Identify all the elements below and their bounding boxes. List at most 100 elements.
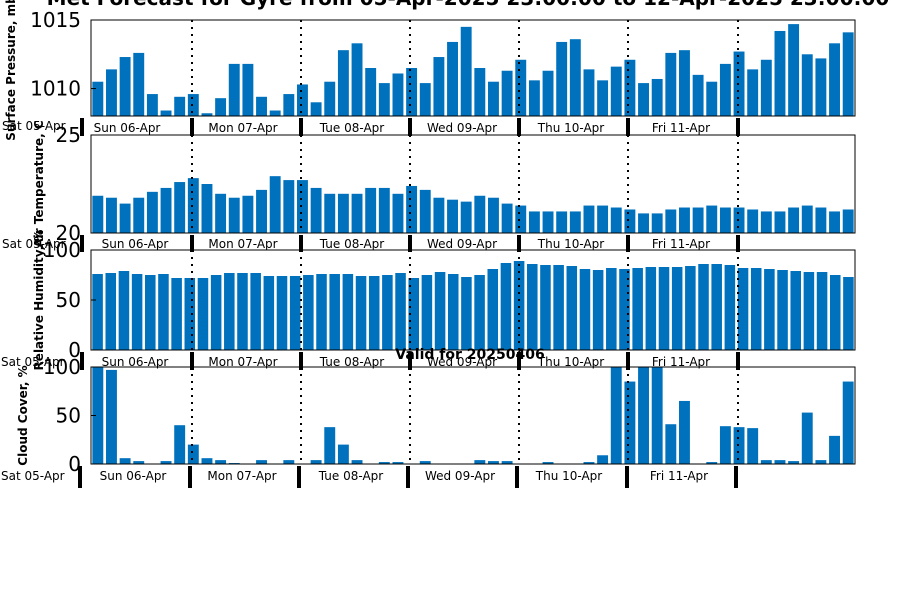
- bar: [679, 50, 690, 116]
- bar: [760, 59, 772, 116]
- bar: [276, 276, 288, 350]
- bar: [351, 43, 363, 117]
- bar: [579, 269, 591, 350]
- bar: [242, 63, 254, 116]
- bar: [256, 96, 267, 116]
- bar: [474, 275, 485, 350]
- bar: [392, 193, 404, 233]
- bar: [788, 24, 800, 116]
- bar: [706, 205, 718, 233]
- bar: [174, 182, 186, 233]
- bar: [378, 83, 390, 116]
- bar: [556, 41, 568, 116]
- bar: [392, 462, 404, 464]
- y-tick-label: 0: [68, 452, 81, 476]
- bar: [583, 462, 595, 464]
- y-tick-label: 20: [56, 221, 81, 245]
- bar: [803, 272, 815, 350]
- bar: [447, 199, 458, 233]
- bar: [419, 83, 431, 116]
- bar: [228, 197, 240, 233]
- bar: [606, 268, 617, 350]
- bar: [829, 211, 840, 233]
- bar: [158, 274, 169, 350]
- bar: [624, 59, 636, 116]
- x-tick-label: Mon 07-Apr: [208, 355, 277, 369]
- bar: [500, 263, 512, 350]
- x-tick-label: Sat 05-Apr: [2, 119, 66, 133]
- y-tick-label: 50: [56, 288, 81, 312]
- bar: [474, 68, 486, 116]
- bar: [733, 51, 745, 116]
- bar: [764, 269, 775, 350]
- bar: [610, 66, 622, 116]
- x-tick-label: Sun 06-Apr: [100, 469, 167, 483]
- bar: [355, 276, 367, 350]
- bar: [747, 428, 759, 464]
- bar: [566, 266, 578, 350]
- x-tick-label: Fri 11-Apr: [652, 237, 710, 251]
- x-tick-label: Fri 11-Apr: [652, 121, 710, 135]
- bar: [215, 460, 227, 464]
- bar: [583, 205, 595, 233]
- bar: [92, 274, 103, 350]
- x-tick-label: Sat 05-Apr: [1, 469, 65, 483]
- x-tick-label: Mon 07-Apr: [208, 237, 277, 251]
- bar: [842, 381, 854, 464]
- bar: [337, 193, 349, 233]
- bar: [289, 276, 301, 350]
- bar: [556, 211, 568, 233]
- bar: [187, 178, 199, 233]
- bar: [310, 460, 322, 464]
- bar: [733, 427, 745, 464]
- bar: [774, 460, 786, 464]
- bar: [250, 273, 261, 350]
- bar: [624, 381, 636, 464]
- bar: [790, 271, 801, 350]
- bar: [750, 268, 762, 350]
- bar: [215, 193, 227, 233]
- bar: [174, 425, 186, 464]
- bar: [474, 195, 486, 233]
- bar: [160, 187, 172, 233]
- bar: [706, 462, 718, 464]
- x-tick-label: Thu 10-Apr: [535, 469, 603, 483]
- axes-frame: [90, 134, 856, 234]
- bar: [201, 184, 213, 233]
- bar: [815, 460, 827, 464]
- bar: [119, 203, 131, 233]
- bar: [515, 59, 527, 116]
- bar: [421, 275, 433, 350]
- bar: [501, 203, 513, 233]
- y-axis-label: Relative Humidity, %: [32, 230, 46, 371]
- bar: [263, 276, 275, 350]
- figure-title: Met Forecast for Gyre from 05-Apr-2025 2…: [47, 0, 890, 10]
- bar: [419, 461, 431, 464]
- bar: [711, 264, 722, 350]
- bar: [747, 209, 759, 233]
- bar: [658, 267, 670, 350]
- bar: [297, 180, 308, 233]
- bar: [337, 444, 349, 464]
- x-tick-label: Mon 07-Apr: [208, 121, 277, 135]
- bar: [719, 63, 731, 116]
- bar: [685, 266, 696, 350]
- bar: [777, 270, 788, 350]
- x-tick-label: Fri 11-Apr: [650, 469, 708, 483]
- bar: [342, 274, 354, 350]
- bar: [447, 274, 459, 350]
- x-tick-label: Tue 08-Apr: [319, 121, 384, 135]
- bar: [651, 213, 663, 233]
- bar: [619, 269, 630, 350]
- bar: [174, 96, 186, 116]
- bar: [801, 205, 813, 233]
- bar: [553, 265, 564, 350]
- bar: [671, 267, 683, 350]
- bar: [842, 209, 854, 233]
- bar: [488, 461, 499, 464]
- bar: [774, 211, 786, 233]
- bar: [724, 265, 736, 350]
- bar: [433, 57, 445, 116]
